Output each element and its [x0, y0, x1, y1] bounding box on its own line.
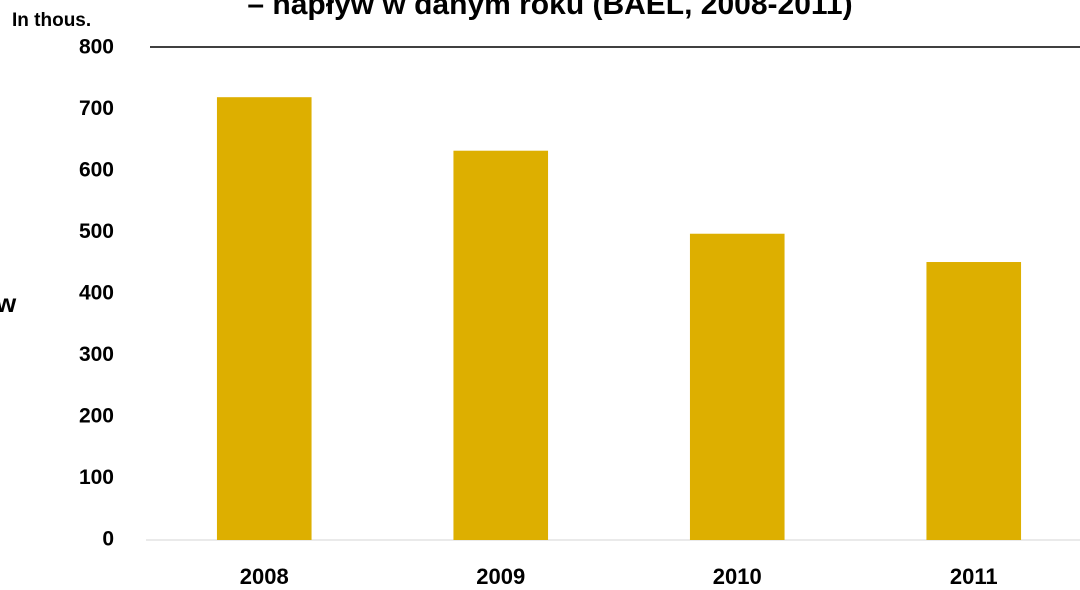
x-tick-label: 2008 [240, 564, 289, 589]
bar [216, 97, 312, 540]
y-tick-label: 0 [102, 528, 114, 551]
y-tick-label: 600 [79, 159, 114, 182]
x-tick-label: 2009 [476, 564, 525, 589]
bar [689, 233, 785, 541]
y-tick-label: 300 [79, 343, 114, 366]
y-tick-label: 800 [79, 36, 114, 59]
x-tick-label: 2010 [713, 564, 762, 589]
bar [926, 262, 1022, 540]
bar [453, 150, 549, 540]
y-tick-label: 500 [79, 220, 114, 243]
y-tick-label: 100 [79, 466, 114, 489]
chart-title: – napływ w danym roku (BAEL, 2008-2011) [247, 0, 852, 21]
y-axis-label: In thous. [12, 10, 91, 31]
x-tick-label: 2011 [950, 564, 998, 589]
annotation: w [0, 288, 17, 318]
y-tick-label: 700 [79, 97, 114, 120]
y-tick-label: 200 [79, 405, 114, 428]
y-tick-label: 400 [79, 282, 114, 305]
